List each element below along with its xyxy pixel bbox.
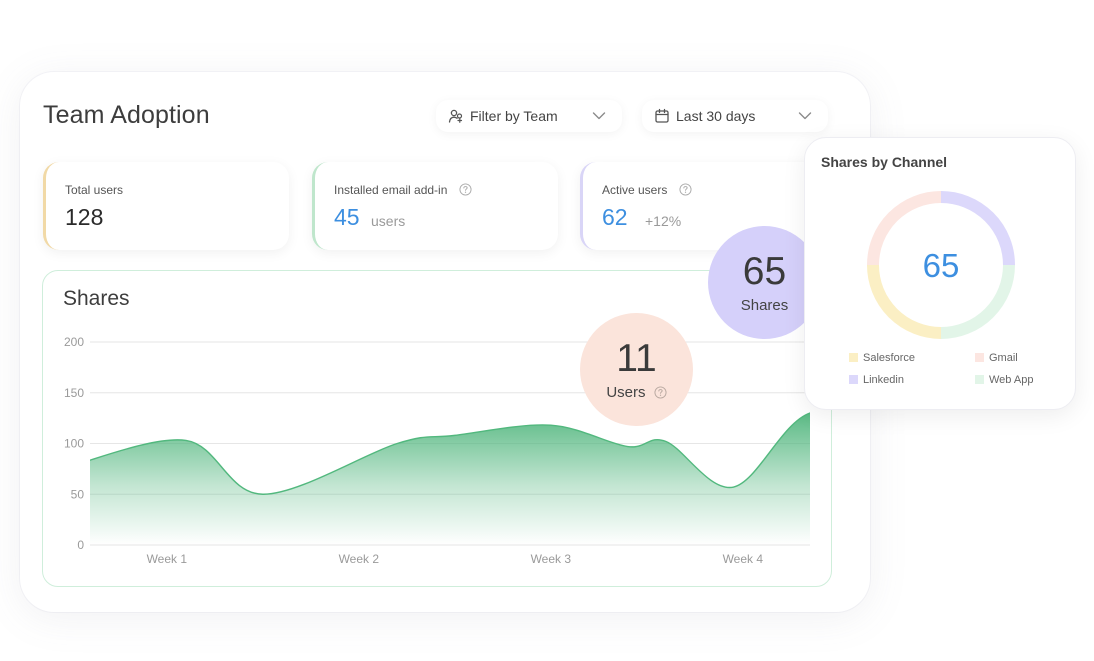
donut-segment-gmail: [867, 191, 942, 266]
legend-label: Salesforce: [863, 352, 915, 364]
active-users-value: 62: [602, 204, 628, 230]
page-title: Team Adoption: [43, 101, 210, 129]
x-tick-label: Week 1: [147, 552, 188, 566]
active-users-change: +12%: [645, 213, 682, 229]
chevron-down-icon: [592, 112, 606, 120]
channel-total-value: 65: [922, 247, 960, 284]
donut-segment-web-app: [940, 264, 1015, 339]
installed-addin-label-row: Installed email add-in: [334, 183, 472, 197]
filter-by-team-label: Filter by Team: [470, 108, 558, 124]
shares-chart-title: Shares: [63, 287, 130, 310]
donut-segment-linkedin: [940, 191, 1015, 266]
y-tick-label: 200: [64, 335, 84, 349]
y-tick-label: 150: [64, 386, 84, 400]
team-filter-icon: [448, 109, 463, 123]
shares-bubble-label: Shares: [740, 297, 789, 314]
help-icon[interactable]: [654, 385, 667, 399]
installed-addin-label: Installed email add-in: [334, 183, 448, 197]
y-tick-label: 0: [77, 538, 84, 552]
channel-donut-chart: [867, 191, 1015, 339]
shares-area-fill: [90, 413, 810, 545]
installed-addin-card: Installed email add-in 45 users: [312, 162, 558, 250]
legend-gmail: Gmail: [975, 352, 1018, 365]
users-bubble: 11 Users: [580, 313, 693, 426]
legend-label: Linkedin: [863, 374, 904, 386]
filter-by-team-dropdown[interactable]: Filter by Team: [436, 100, 622, 132]
date-range-dropdown[interactable]: Last 30 days: [642, 100, 828, 132]
legend-swatch: [849, 375, 858, 384]
y-tick-label: 50: [71, 487, 85, 501]
users-bubble-value: 11: [616, 337, 657, 380]
donut-segment-salesforce: [867, 264, 942, 339]
y-tick-label: 100: [64, 437, 84, 451]
legend-label: Web App: [989, 374, 1034, 386]
total-users-card: Total users 128: [43, 162, 289, 250]
active-users-label: Active users: [602, 183, 668, 197]
calendar-icon: [655, 108, 669, 123]
chevron-down-icon: [798, 112, 812, 120]
x-tick-label: Week 2: [339, 552, 380, 566]
legend-swatch: [975, 375, 984, 384]
users-bubble-label-row: Users: [580, 385, 693, 401]
x-tick-label: Week 4: [723, 552, 764, 566]
users-bubble-label: Users: [606, 384, 646, 401]
shares-bubble-value: 65: [742, 250, 787, 293]
shares-by-channel-title: Shares by Channel: [821, 154, 948, 170]
legend-web-app: Web App: [975, 374, 1033, 387]
x-tick-label: Week 3: [531, 552, 572, 566]
total-users-label: Total users: [65, 183, 124, 197]
shares-bubble: 65 Shares: [708, 226, 821, 339]
shares-series-line: [90, 412, 810, 495]
legend-swatch: [975, 353, 984, 362]
active-users-label-row: Active users: [602, 183, 692, 197]
installed-addin-value: 45: [334, 204, 360, 230]
installed-addin-unit: users: [371, 213, 406, 229]
shares-area-chart: 0 50 100 150 200 Week 1 Week 2 Week 3 Week 4: [64, 335, 810, 566]
total-users-value: 128: [65, 204, 104, 230]
active-users-card: Active users 62 +12%: [580, 162, 826, 250]
legend-salesforce: Salesforce: [849, 352, 915, 365]
date-range-label: Last 30 days: [676, 108, 756, 124]
help-icon[interactable]: [679, 183, 692, 196]
shares-by-channel-card: [804, 137, 1076, 410]
legend-label: Gmail: [989, 352, 1018, 364]
help-icon[interactable]: [459, 183, 472, 196]
legend-linkedin: Linkedin: [849, 374, 904, 387]
legend-swatch: [849, 353, 858, 362]
